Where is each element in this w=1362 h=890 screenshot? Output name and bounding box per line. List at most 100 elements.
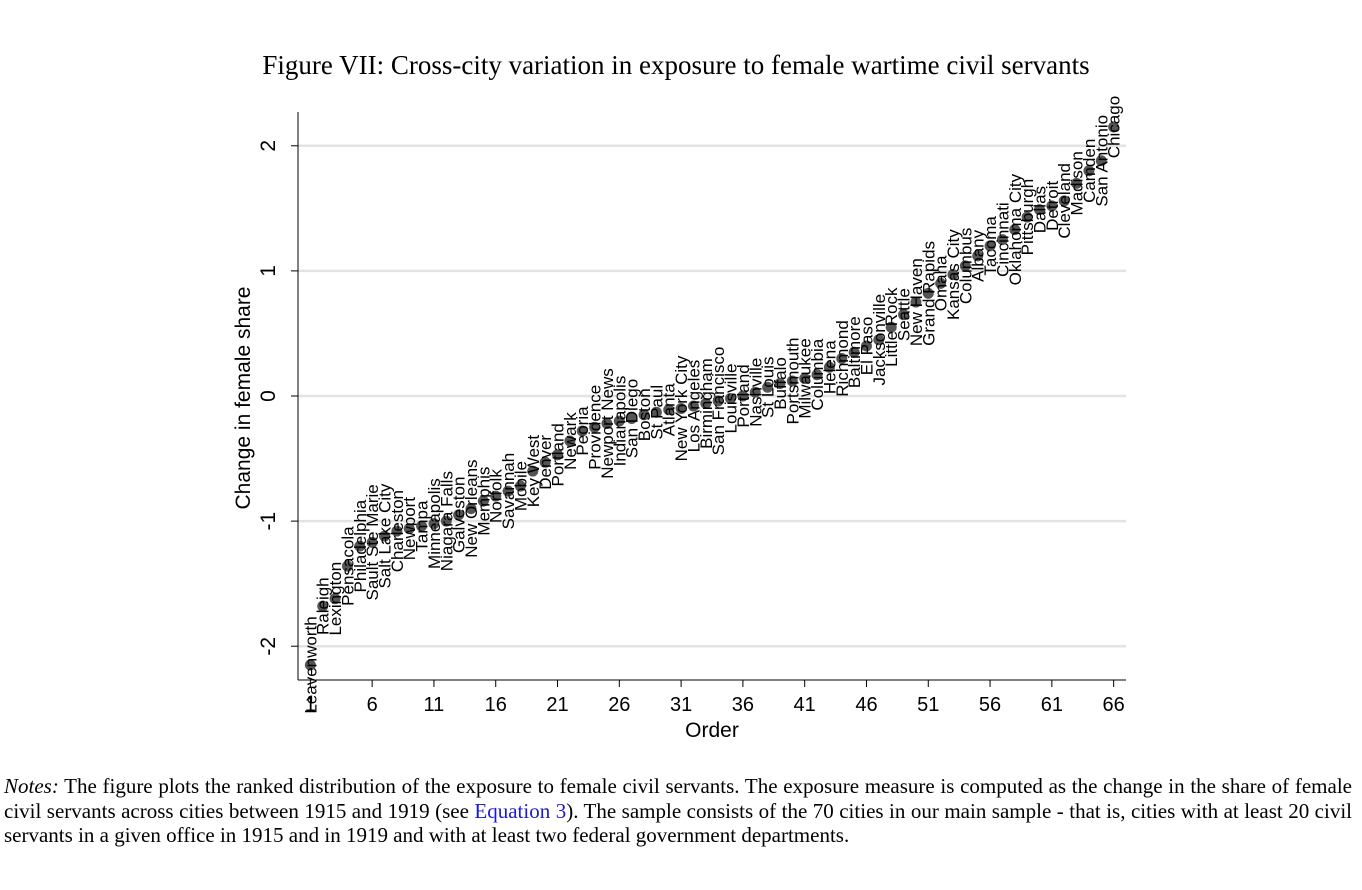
data-point	[898, 309, 910, 321]
data-point	[836, 352, 848, 364]
data-point	[428, 518, 440, 530]
notes-text-after: ). The sample consists of the 70 cities …	[4, 798, 1353, 848]
data-point	[922, 287, 934, 299]
figure-notes: Notes: The figure plots the ranked distr…	[4, 774, 1352, 848]
data-point	[416, 520, 428, 532]
x-tick-label: 41	[794, 694, 816, 716]
x-tick-label: 31	[670, 694, 692, 716]
data-point	[650, 406, 662, 418]
x-tick-label: 66	[1103, 694, 1125, 716]
x-tick-label: 51	[917, 694, 939, 716]
city-label: New Orleans	[462, 459, 481, 557]
data-point	[1095, 155, 1107, 167]
city-label: Denver	[536, 435, 555, 490]
data-point	[749, 386, 761, 398]
data-point	[823, 361, 835, 373]
x-tick-label: 46	[855, 694, 877, 716]
data-point	[700, 398, 712, 410]
equation-reference-link[interactable]: Equation 3	[474, 798, 567, 823]
city-label: Columbus	[956, 228, 975, 305]
data-point	[712, 395, 724, 407]
x-tick-label: 61	[1041, 694, 1063, 716]
city-label: Pittsburgh	[1018, 179, 1037, 256]
y-tick-label: 2	[257, 140, 280, 152]
y-tick-label: -1	[257, 512, 280, 531]
city-label: Milwaukee	[796, 338, 815, 418]
data-point	[589, 421, 601, 433]
y-axis-title: Change in female share	[232, 287, 255, 510]
data-point	[440, 515, 452, 527]
city-label: Newark	[561, 412, 580, 470]
city-label: San Antonio	[1092, 115, 1111, 207]
data-point	[1083, 165, 1095, 177]
city-label: Galveston	[450, 477, 469, 554]
x-tick-label: 36	[732, 694, 754, 716]
city-label: Jacksonville	[870, 294, 889, 386]
data-point	[638, 409, 650, 421]
notes-text-before: The figure plots the ranked distribution…	[4, 774, 1352, 823]
data-point	[885, 321, 897, 333]
city-label: Los Angeles	[684, 360, 703, 453]
city-label: Camden	[1080, 139, 1099, 203]
city-label: Dallas	[1030, 186, 1049, 233]
x-tick-label: 16	[485, 694, 507, 716]
city-label: Raleigh	[314, 577, 333, 635]
data-point	[811, 369, 823, 381]
city-label: Tacoma	[981, 216, 1000, 276]
data-point	[403, 523, 415, 535]
data-point	[762, 381, 774, 393]
city-label: Newport News	[598, 368, 617, 479]
data-point	[391, 525, 403, 537]
city-label: Niagara Falls	[437, 471, 456, 571]
city-label: Chicago	[1105, 96, 1124, 158]
city-label: Grand Rapids	[919, 241, 938, 346]
data-point	[304, 659, 316, 671]
data-point	[502, 485, 514, 497]
data-point	[613, 415, 625, 427]
data-point	[379, 530, 391, 542]
data-point	[737, 390, 749, 402]
city-label: Indianapolis	[610, 376, 629, 467]
data-point	[910, 296, 922, 308]
data-point	[329, 593, 341, 605]
city-label: Charleston	[388, 490, 407, 572]
city-label: Portland	[734, 364, 753, 427]
data-point	[601, 418, 613, 430]
data-point	[848, 346, 860, 358]
city-label: Cleveland	[1055, 163, 1074, 239]
data-point	[675, 403, 687, 415]
data-point	[317, 600, 329, 612]
data-point	[477, 495, 489, 507]
city-label: Tampa	[413, 500, 432, 552]
city-label: Baltimore	[845, 316, 864, 388]
data-point	[1009, 224, 1021, 236]
data-point	[564, 435, 576, 447]
data-point	[959, 260, 971, 272]
data-point	[663, 404, 675, 416]
city-label: San Diego	[623, 379, 642, 458]
city-label: Key West	[524, 435, 543, 508]
city-label: Seattle	[895, 288, 914, 341]
data-point	[453, 509, 465, 521]
data-point	[1046, 200, 1058, 212]
city-label: Madison	[1068, 151, 1087, 215]
city-label: Oklahoma City	[1006, 173, 1025, 285]
city-label: Birmingham	[697, 358, 716, 449]
city-label: New York City	[672, 355, 691, 461]
city-label: Boston	[635, 388, 654, 441]
data-point	[1021, 211, 1033, 223]
city-label: Mobile	[511, 461, 530, 511]
city-label: Providence	[586, 385, 605, 470]
data-point	[799, 372, 811, 384]
data-point	[725, 393, 737, 405]
city-label: St Louis	[759, 357, 778, 418]
x-tick-label: 1	[305, 694, 316, 716]
city-label: Minneapolis	[425, 478, 444, 569]
data-point	[1058, 195, 1070, 207]
city-label: Portland	[549, 423, 568, 486]
data-point	[873, 334, 885, 346]
data-point	[984, 240, 996, 252]
city-label: Buffalo	[771, 357, 790, 410]
city-label: El Paso	[857, 317, 876, 376]
city-label: Pensacola	[338, 526, 357, 606]
